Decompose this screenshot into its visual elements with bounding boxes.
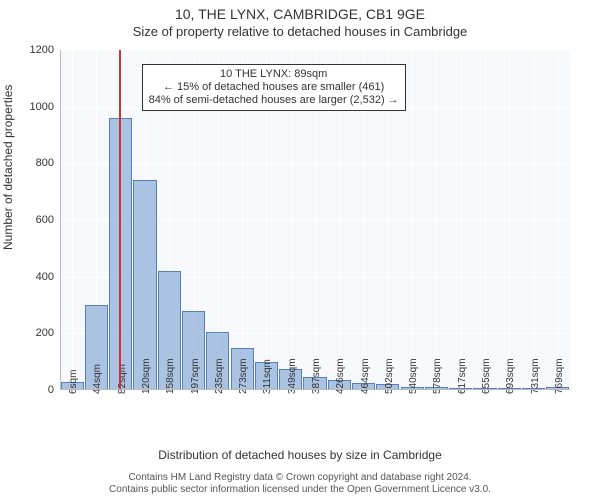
annotation-line2: ← 15% of detached houses are smaller (46… (149, 81, 399, 94)
xtick-label: 6sqm (68, 370, 79, 394)
annotation-box: 10 THE LYNX: 89sqm ← 15% of detached hou… (142, 64, 406, 112)
y-axis-line (60, 50, 61, 390)
gridline-v (461, 50, 462, 390)
y-axis-label: Number of detached properties (1, 85, 15, 250)
license-line2: Contains public sector information licen… (0, 484, 600, 496)
x-axis-label: Distribution of detached houses by size … (0, 448, 600, 462)
ytick-label: 400 (36, 271, 54, 283)
ytick-label: 0 (48, 384, 54, 396)
gridline-v (485, 50, 486, 390)
histogram-bar (109, 118, 132, 390)
license-line1: Contains HM Land Registry data © Crown c… (0, 472, 600, 484)
gridline-v (72, 50, 73, 390)
ytick-label: 600 (36, 214, 54, 226)
ytick-label: 1200 (30, 44, 54, 56)
ytick-label: 1000 (30, 101, 54, 113)
annotation-line1: 10 THE LYNX: 89sqm (149, 68, 399, 81)
page-subtitle: Size of property relative to detached ho… (0, 24, 600, 39)
gridline-v (509, 50, 510, 390)
gridline-v (412, 50, 413, 390)
gridline-v (436, 50, 437, 390)
reference-line (119, 50, 121, 390)
ytick-label: 200 (36, 327, 54, 339)
gridline-v (534, 50, 535, 390)
page-title: 10, THE LYNX, CAMBRIDGE, CB1 9GE (0, 0, 600, 22)
annotation-line3: 84% of semi-detached houses are larger (… (149, 94, 399, 107)
gridline-v (558, 50, 559, 390)
x-axis-line (60, 389, 570, 390)
ytick-label: 800 (36, 157, 54, 169)
license-text: Contains HM Land Registry data © Crown c… (0, 472, 600, 496)
histogram-chart: 0200400600800100012006sqm44sqm82sqm120sq… (60, 50, 570, 390)
